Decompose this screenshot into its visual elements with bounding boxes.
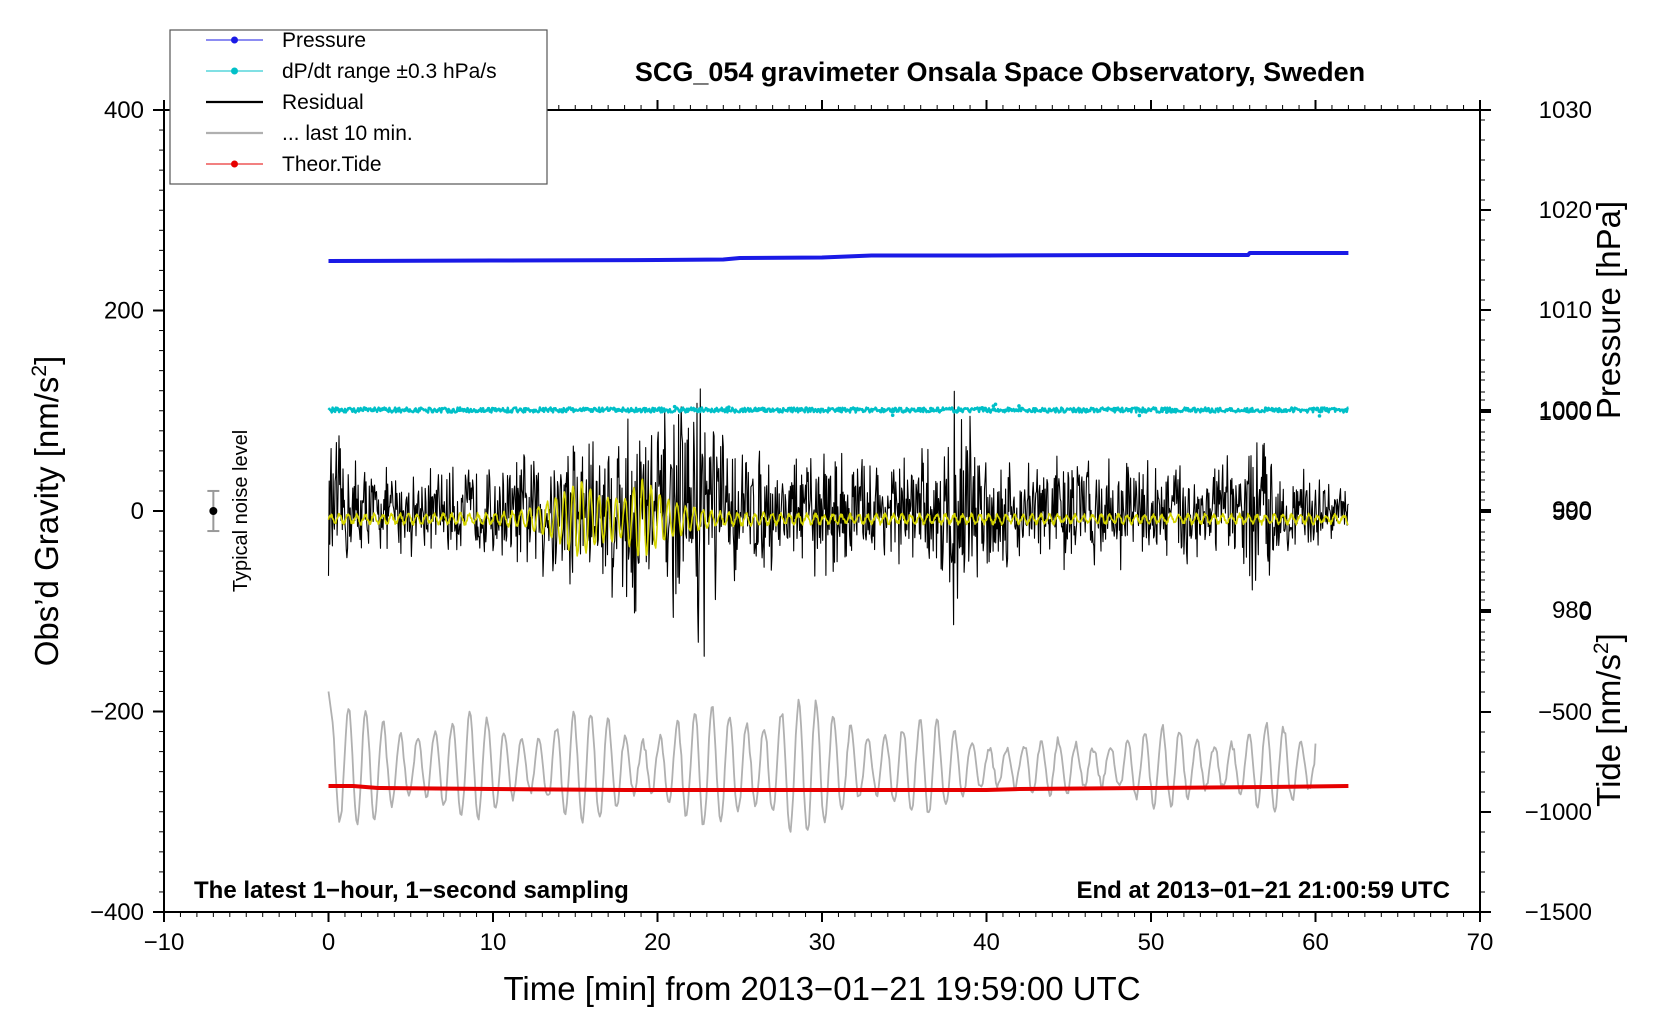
dpdt-outlier-point xyxy=(727,405,731,409)
legend-label: Theor.Tide xyxy=(282,153,382,176)
noise-error-bar xyxy=(207,489,220,533)
dpdt-outlier-point xyxy=(928,406,933,411)
legend-label: ... last 10 min. xyxy=(282,122,413,145)
x-tick-label: −10 xyxy=(144,929,185,956)
chart-title: SCG_054 gravimeter Onsala Space Observat… xyxy=(635,57,1365,87)
dpdt-outlier-point xyxy=(980,405,984,410)
tide-tick-label: −1000 xyxy=(1525,799,1592,826)
x-tick-label: 0 xyxy=(322,929,335,956)
y-tick-label: −200 xyxy=(90,699,144,726)
dpdt-outlier-point xyxy=(1017,404,1021,408)
dpdt-outlier-point xyxy=(1164,410,1169,414)
dpdt-outlier-point xyxy=(993,402,998,407)
ticks-layer: −10 0 10 20 30 40 50 60 70−400−20002004009809901… xyxy=(90,97,1592,956)
annotation-sampling: The latest 1−hour, 1−second sampling xyxy=(194,877,629,904)
legend: Pressure dP/dt range ±0.3 hPa/s Residual..… xyxy=(169,29,548,185)
legend-item: Theor.Tide xyxy=(206,153,382,176)
x-tick-label: 20 xyxy=(644,929,671,956)
dpdt-outlier-point xyxy=(672,404,677,409)
dpdt-outlier-point xyxy=(890,413,895,418)
y-tick-label: 400 xyxy=(104,97,144,124)
series-theor-tide xyxy=(328,784,1349,792)
tide-tick-label: −1500 xyxy=(1525,899,1592,926)
series-filtered-residual xyxy=(327,478,1349,557)
y-tick-label: −400 xyxy=(90,899,144,926)
noise-label: Typical noise level xyxy=(230,430,252,592)
tide-tick-label: 1000 xyxy=(1539,399,1592,426)
pressure-tick-label: 1030 xyxy=(1539,97,1592,124)
y-axis-label-pressure: Pressure [hPa] xyxy=(1590,201,1627,419)
series-last-10-min xyxy=(327,691,1317,833)
noise-bar-center xyxy=(209,507,218,515)
pressure-tick-label: 990 xyxy=(1552,497,1592,524)
tide-tick-label: −500 xyxy=(1538,699,1592,726)
x-tick-label: 30 xyxy=(809,929,836,956)
legend-label: Residual xyxy=(282,91,364,114)
series-pressure xyxy=(328,251,1349,263)
series-dpdt xyxy=(327,406,1349,414)
y-tick-label: 0 xyxy=(131,498,144,525)
legend-swatch-marker xyxy=(231,160,238,168)
x-axis-label: Time [min] from 2013−01−21 19:59:00 UTC xyxy=(503,970,1140,1007)
legend-box xyxy=(169,29,548,185)
dpdt-outlier-point xyxy=(835,408,839,412)
tide-tick-label: 0 xyxy=(1579,599,1592,626)
dpdt-outlier-point xyxy=(1317,414,1322,418)
series-layer xyxy=(327,251,1349,833)
legend-swatch-marker xyxy=(231,67,238,75)
x-tick-label: 60 xyxy=(1302,929,1329,956)
x-tick-label: 40 xyxy=(973,929,1000,956)
legend-items: Pressure dP/dt range ±0.3 hPa/s Residual..… xyxy=(206,29,497,176)
legend-item: dP/dt range ±0.3 hPa/s xyxy=(206,60,497,83)
pressure-tick-label: 1000 xyxy=(1539,397,1592,424)
x-tick-label: 70 xyxy=(1467,929,1494,956)
dpdt-outlier-point xyxy=(768,409,773,413)
pressure-tick-label: 980 xyxy=(1552,597,1592,624)
y-tick-label: 200 xyxy=(104,298,144,325)
legend-item: Pressure xyxy=(206,29,366,52)
legend-item: ... last 10 min. xyxy=(206,122,413,145)
legend-swatch-marker xyxy=(231,36,238,44)
noise-indicator: Typical noise level xyxy=(207,430,252,592)
pressure-tick-label: 1010 xyxy=(1539,297,1592,324)
legend-label: dP/dt range ±0.3 hPa/s xyxy=(282,60,497,83)
pressure-tick-label: 1020 xyxy=(1539,197,1592,224)
dpdt-outlier-point xyxy=(1276,407,1281,412)
annotation-end-time: End at 2013−01−21 21:00:59 UTC xyxy=(1076,877,1450,904)
tide-tick-label: 500 xyxy=(1552,499,1592,526)
x-tick-label: 50 xyxy=(1138,929,1165,956)
legend-label: Pressure xyxy=(282,29,366,52)
legend-item: Residual xyxy=(206,91,364,114)
y-axis-label-left: Obs’d Gravity [nm/s2] xyxy=(28,356,65,667)
dpdt-outlier-point xyxy=(1137,413,1142,418)
y-axis-label-tide: Tide [nm/s2] xyxy=(1590,633,1627,807)
x-tick-label: 10 xyxy=(480,929,507,956)
